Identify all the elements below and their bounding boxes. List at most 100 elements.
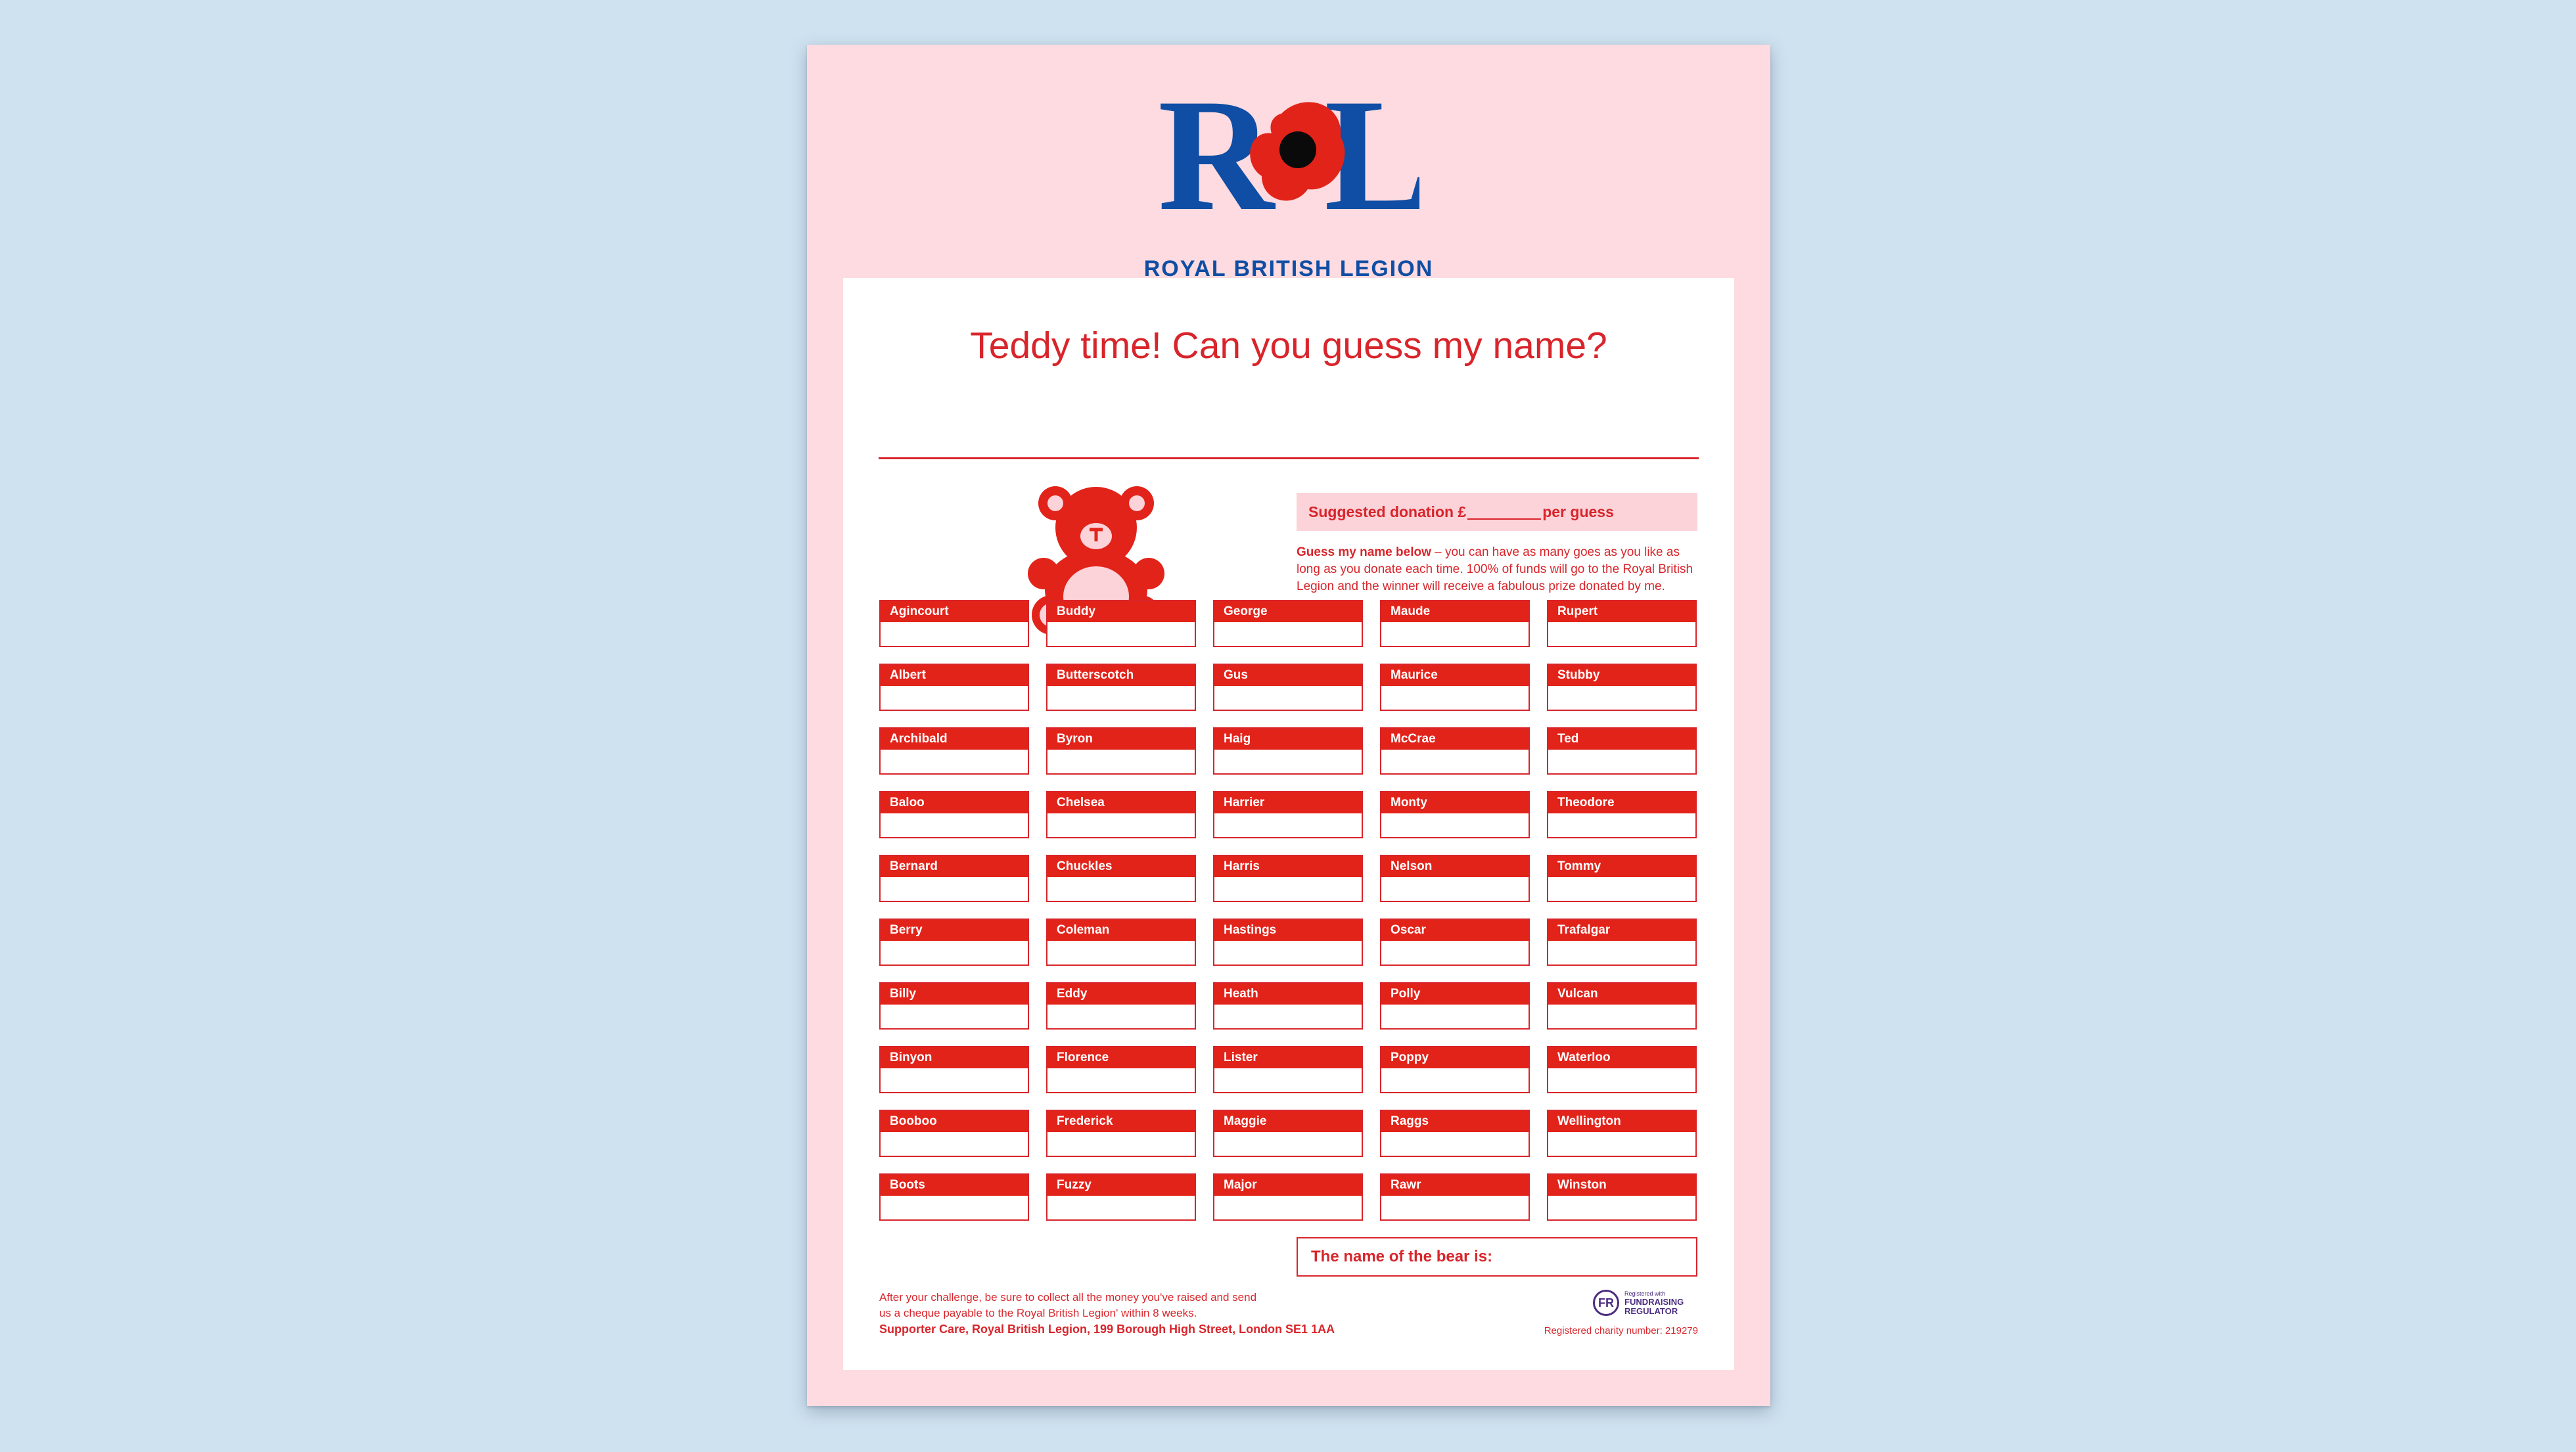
- name-option[interactable]: Vulcan: [1547, 982, 1697, 1030]
- guesser-name-field[interactable]: [1047, 1068, 1195, 1092]
- name-option[interactable]: Rupert: [1547, 600, 1697, 647]
- name-option[interactable]: Albert: [879, 664, 1029, 711]
- name-option[interactable]: Billy: [879, 982, 1029, 1030]
- guesser-name-field[interactable]: [881, 877, 1028, 901]
- guesser-name-field[interactable]: [1047, 686, 1195, 710]
- name-option[interactable]: Winston: [1547, 1173, 1697, 1221]
- name-option[interactable]: Theodore: [1547, 791, 1697, 838]
- guesser-name-field[interactable]: [1548, 1196, 1695, 1219]
- guesser-name-field[interactable]: [1381, 877, 1529, 901]
- name-option[interactable]: Boots: [879, 1173, 1029, 1221]
- name-option[interactable]: Byron: [1046, 727, 1196, 775]
- name-option[interactable]: Oscar: [1380, 919, 1530, 966]
- name-option[interactable]: Maurice: [1380, 664, 1530, 711]
- guesser-name-field[interactable]: [1548, 1005, 1695, 1028]
- name-option[interactable]: Lister: [1213, 1046, 1363, 1093]
- name-option[interactable]: Stubby: [1547, 664, 1697, 711]
- guesser-name-field[interactable]: [1381, 813, 1529, 837]
- answer-box[interactable]: The name of the bear is:: [1297, 1237, 1697, 1277]
- guesser-name-field[interactable]: [1214, 1196, 1362, 1219]
- guesser-name-field[interactable]: [881, 813, 1028, 837]
- name-option[interactable]: Ted: [1547, 727, 1697, 775]
- name-option[interactable]: Nelson: [1380, 855, 1530, 902]
- name-option[interactable]: McCrae: [1380, 727, 1530, 775]
- name-option[interactable]: Binyon: [879, 1046, 1029, 1093]
- donation-amount-blank[interactable]: [1467, 504, 1542, 520]
- name-option[interactable]: Waterloo: [1547, 1046, 1697, 1093]
- guesser-name-field[interactable]: [1047, 750, 1195, 773]
- name-option[interactable]: Buddy: [1046, 600, 1196, 647]
- guesser-name-field[interactable]: [881, 622, 1028, 646]
- name-option[interactable]: Berry: [879, 919, 1029, 966]
- guesser-name-field[interactable]: [881, 1005, 1028, 1028]
- name-option[interactable]: Harris: [1213, 855, 1363, 902]
- name-option[interactable]: Baloo: [879, 791, 1029, 838]
- guesser-name-field[interactable]: [881, 1132, 1028, 1156]
- name-option[interactable]: Hastings: [1213, 919, 1363, 966]
- guesser-name-field[interactable]: [1548, 1132, 1695, 1156]
- guesser-name-field[interactable]: [1047, 1132, 1195, 1156]
- guesser-name-field[interactable]: [881, 1068, 1028, 1092]
- name-option[interactable]: Poppy: [1380, 1046, 1530, 1093]
- guesser-name-field[interactable]: [1214, 813, 1362, 837]
- guesser-name-field[interactable]: [1548, 813, 1695, 837]
- name-option[interactable]: Chuckles: [1046, 855, 1196, 902]
- guesser-name-field[interactable]: [1214, 686, 1362, 710]
- guesser-name-field[interactable]: [1214, 941, 1362, 964]
- name-option[interactable]: Frederick: [1046, 1110, 1196, 1157]
- guesser-name-field[interactable]: [1548, 941, 1695, 964]
- name-option[interactable]: Haig: [1213, 727, 1363, 775]
- guesser-name-field[interactable]: [1047, 1196, 1195, 1219]
- name-option[interactable]: Maggie: [1213, 1110, 1363, 1157]
- guesser-name-field[interactable]: [1214, 1132, 1362, 1156]
- guesser-name-field[interactable]: [1548, 877, 1695, 901]
- guesser-name-field[interactable]: [1047, 813, 1195, 837]
- name-option[interactable]: Harrier: [1213, 791, 1363, 838]
- name-option[interactable]: Chelsea: [1046, 791, 1196, 838]
- name-option[interactable]: George: [1213, 600, 1363, 647]
- name-option[interactable]: Gus: [1213, 664, 1363, 711]
- guesser-name-field[interactable]: [1047, 941, 1195, 964]
- guesser-name-field[interactable]: [1548, 686, 1695, 710]
- name-option[interactable]: Monty: [1380, 791, 1530, 838]
- name-option[interactable]: Florence: [1046, 1046, 1196, 1093]
- guesser-name-field[interactable]: [1381, 750, 1529, 773]
- guesser-name-field[interactable]: [1381, 1068, 1529, 1092]
- guesser-name-field[interactable]: [1381, 1005, 1529, 1028]
- guesser-name-field[interactable]: [881, 941, 1028, 964]
- guesser-name-field[interactable]: [1214, 750, 1362, 773]
- name-option[interactable]: Raggs: [1380, 1110, 1530, 1157]
- guesser-name-field[interactable]: [1548, 622, 1695, 646]
- name-option[interactable]: Archibald: [879, 727, 1029, 775]
- guesser-name-field[interactable]: [1214, 1005, 1362, 1028]
- name-option[interactable]: Trafalgar: [1547, 919, 1697, 966]
- guesser-name-field[interactable]: [1047, 622, 1195, 646]
- name-option[interactable]: Bernard: [879, 855, 1029, 902]
- name-option[interactable]: Major: [1213, 1173, 1363, 1221]
- guesser-name-field[interactable]: [1381, 686, 1529, 710]
- guesser-name-field[interactable]: [1381, 1132, 1529, 1156]
- guesser-name-field[interactable]: [1214, 1068, 1362, 1092]
- guesser-name-field[interactable]: [1214, 877, 1362, 901]
- name-option[interactable]: Eddy: [1046, 982, 1196, 1030]
- name-option[interactable]: Booboo: [879, 1110, 1029, 1157]
- guesser-name-field[interactable]: [1381, 622, 1529, 646]
- name-option[interactable]: Wellington: [1547, 1110, 1697, 1157]
- name-option[interactable]: Heath: [1213, 982, 1363, 1030]
- name-option[interactable]: Polly: [1380, 982, 1530, 1030]
- guesser-name-field[interactable]: [1047, 1005, 1195, 1028]
- guesser-name-field[interactable]: [1548, 750, 1695, 773]
- name-option[interactable]: Butterscotch: [1046, 664, 1196, 711]
- name-option[interactable]: Maude: [1380, 600, 1530, 647]
- guesser-name-field[interactable]: [881, 1196, 1028, 1219]
- name-option[interactable]: Tommy: [1547, 855, 1697, 902]
- guesser-name-field[interactable]: [1381, 1196, 1529, 1219]
- name-option[interactable]: Agincourt: [879, 600, 1029, 647]
- guesser-name-field[interactable]: [1381, 941, 1529, 964]
- guesser-name-field[interactable]: [1047, 877, 1195, 901]
- name-option[interactable]: Fuzzy: [1046, 1173, 1196, 1221]
- name-option[interactable]: Coleman: [1046, 919, 1196, 966]
- guesser-name-field[interactable]: [881, 750, 1028, 773]
- guesser-name-field[interactable]: [1548, 1068, 1695, 1092]
- guesser-name-field[interactable]: [881, 686, 1028, 710]
